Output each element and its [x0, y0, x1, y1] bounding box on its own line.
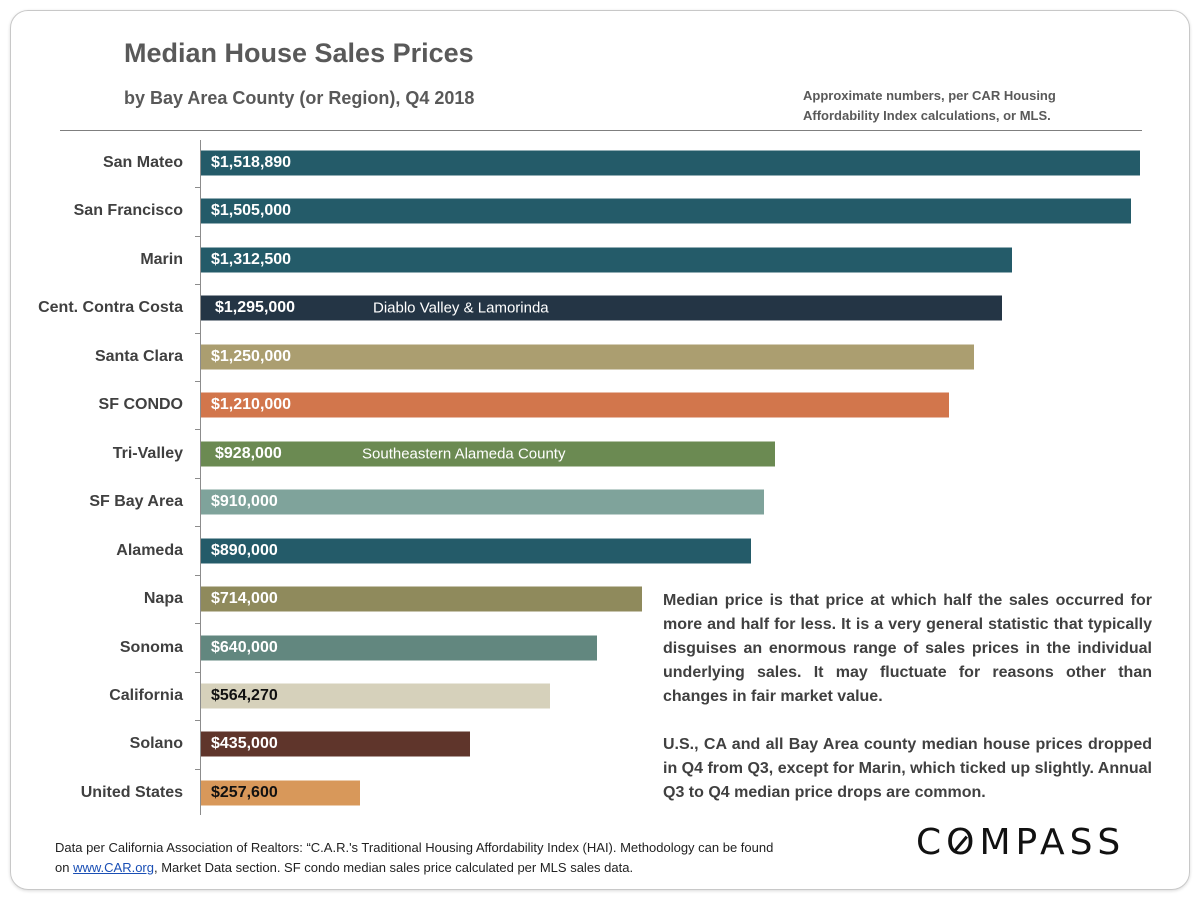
category-label: Tri-Valley	[112, 444, 183, 462]
category-label: California	[109, 686, 183, 704]
source-note: Approximate numbers, per CAR Housing Aff…	[803, 86, 1056, 126]
category-axis	[200, 140, 201, 815]
bar	[201, 586, 643, 612]
axis-tick	[195, 429, 200, 431]
bar	[201, 441, 775, 467]
value-label: $1,295,000	[215, 299, 296, 317]
axis-tick	[195, 235, 200, 237]
value-label: $1,518,890	[211, 154, 292, 171]
footer-text: , Market Data section. SF condo median s…	[154, 860, 634, 875]
footer-line-1: Data per California Association of Realt…	[55, 840, 774, 855]
axis-tick	[195, 768, 200, 770]
category-label: Sonoma	[119, 638, 183, 656]
bar	[201, 489, 764, 515]
axis-tick	[195, 477, 200, 479]
value-label: $1,505,000	[211, 202, 292, 220]
bar-annotation: Diablo Valley & Lamorinda	[373, 299, 549, 317]
bar	[201, 150, 1140, 176]
value-label: $910,000	[211, 493, 278, 511]
value-label: $1,250,000	[211, 347, 292, 365]
bar	[201, 780, 361, 806]
chart-card	[10, 10, 1190, 890]
footer-line-2: on www.CAR.org, Market Data section. SF …	[55, 858, 773, 878]
axis-tick	[195, 720, 200, 722]
value-label: $1,210,000	[211, 396, 292, 414]
axis-tick	[195, 332, 200, 334]
compass-logo: COMPASS	[916, 822, 1126, 863]
bar	[201, 198, 1132, 224]
axis-tick	[195, 671, 200, 673]
category-label: San Francisco	[73, 202, 183, 220]
value-label: $564,270	[211, 686, 278, 704]
axis-tick	[195, 526, 200, 528]
category-label: Cent. Contra Costa	[38, 299, 183, 317]
category-label: Marin	[140, 250, 183, 268]
bar	[201, 731, 470, 757]
category-label: SF CONDO	[98, 396, 183, 414]
header-divider	[60, 130, 1142, 131]
axis-tick	[195, 284, 200, 286]
category-label: Santa Clara	[94, 347, 183, 365]
category-label: Solano	[129, 735, 183, 753]
car-link[interactable]: www.CAR.org	[73, 860, 154, 875]
bar-annotation: Southeastern Alameda County	[362, 445, 566, 463]
commentary-paragraph-1: Median price is that price at which half…	[663, 592, 1152, 705]
value-label: $435,000	[211, 735, 278, 753]
category-label: SF Bay Area	[89, 493, 183, 511]
source-note-line: Affordability Index calculations, or MLS…	[803, 108, 1051, 123]
chart-title: Median House Sales Prices	[124, 38, 474, 68]
category-label: United States	[80, 783, 183, 801]
chart-subtitle: by Bay Area County (or Region), Q4 2018	[124, 88, 475, 108]
category-label: Alameda	[116, 541, 183, 559]
bar	[201, 392, 950, 418]
axis-tick	[195, 574, 200, 576]
source-note-line: Approximate numbers, per CAR Housing	[803, 88, 1056, 103]
value-label: $1,312,500	[211, 250, 292, 268]
bar	[201, 635, 597, 660]
category-label: Napa	[143, 590, 183, 608]
category-label: San Mateo	[102, 154, 183, 171]
axis-tick	[195, 187, 200, 189]
axis-tick	[195, 381, 200, 383]
bar	[201, 247, 1013, 273]
bar	[201, 538, 752, 564]
value-label: $928,000	[215, 444, 282, 462]
bar	[201, 344, 974, 370]
bar	[201, 295, 1002, 321]
bar	[201, 683, 550, 709]
axis-tick	[195, 623, 200, 625]
footer-text: on	[55, 860, 74, 875]
value-label: $640,000	[211, 638, 278, 656]
value-label: $890,000	[211, 541, 278, 559]
value-label: $257,600	[211, 783, 278, 801]
footer-source: Data per California Association of Realt…	[55, 838, 773, 878]
value-label: $714,000	[211, 590, 278, 608]
commentary-paragraph-2: U.S., CA and all Bay Area county median …	[663, 736, 1152, 801]
